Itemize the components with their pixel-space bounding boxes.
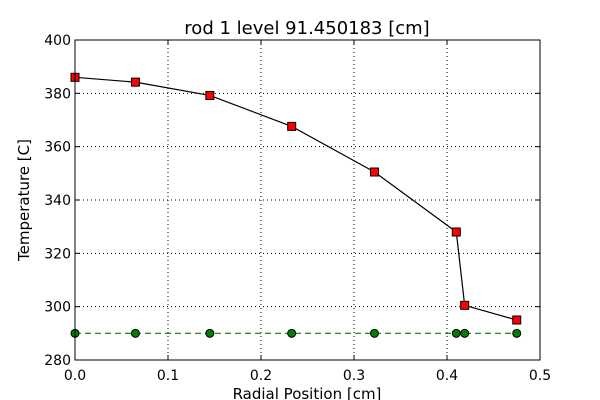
data-point xyxy=(130,77,140,87)
data-point xyxy=(205,328,215,338)
data-point xyxy=(130,328,140,338)
data-point xyxy=(287,328,297,338)
x-tick-label: 0.5 xyxy=(529,368,551,384)
data-point xyxy=(369,328,379,338)
x-tick-label: 0.4 xyxy=(436,368,458,384)
data-point xyxy=(460,300,470,310)
y-axis-tick-labels: 280 300 320 340 360 380 400 xyxy=(44,33,71,369)
y-axis-label: Temperature [C] xyxy=(15,139,33,262)
y-tick-label: 360 xyxy=(44,140,71,156)
data-point xyxy=(205,90,215,100)
y-tick-label: 280 xyxy=(44,353,71,369)
y-tick-label: 340 xyxy=(44,193,71,209)
x-axis-label: Radial Position [cm] xyxy=(233,385,382,400)
axis-ticks xyxy=(74,39,541,361)
y-tick-label: 380 xyxy=(44,86,71,102)
y-tick-label: 400 xyxy=(44,33,71,49)
series-line xyxy=(74,76,517,321)
series-layer xyxy=(70,72,522,338)
x-tick-label: 0.1 xyxy=(157,368,179,384)
data-point xyxy=(460,328,470,338)
data-point xyxy=(369,167,379,177)
chart-title: rod 1 level 91.450183 [cm] xyxy=(184,18,429,39)
data-point xyxy=(287,121,297,131)
series-0 xyxy=(70,72,522,325)
data-point xyxy=(451,328,461,338)
series-1 xyxy=(70,328,522,338)
x-tick-label: 0.0 xyxy=(64,368,86,384)
y-tick-label: 300 xyxy=(44,300,71,316)
data-point xyxy=(451,227,461,237)
x-axis-tick-labels: 0.0 0.1 0.2 0.3 0.4 0.5 xyxy=(64,368,551,384)
x-tick-label: 0.3 xyxy=(343,368,365,384)
data-point xyxy=(512,328,522,338)
y-tick-label: 320 xyxy=(44,246,71,262)
x-tick-label: 0.2 xyxy=(250,368,272,384)
grid xyxy=(75,40,540,360)
data-point xyxy=(512,315,522,325)
